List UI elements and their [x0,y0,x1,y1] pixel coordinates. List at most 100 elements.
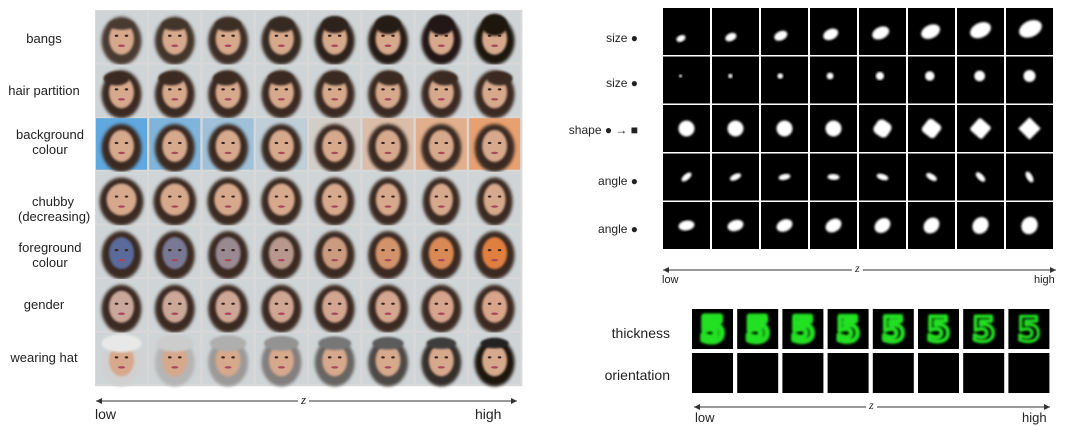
shape-tile-shape-5 [859,105,906,152]
shape-tile-angle-1-6 [908,153,955,201]
face-tile-bangs-7 [415,11,467,65]
shape-tile-angle-2-8 [1006,202,1053,249]
shape-tile-angle-1-2 [712,153,759,201]
face-tile-chubby-4 [255,171,307,226]
digit-tile-orientation-4 [827,353,869,393]
face-tile-bangs-6 [362,11,414,65]
faces-row-label-background-colour: background colour [16,127,84,157]
shape-tile-size-1-7 [957,8,1004,55]
shape-tile-size-1-8 [1006,8,1053,55]
face-tile-foreground-colour-6 [362,225,414,280]
svg-text:5: 5 [1017,310,1041,350]
face-tile-wearing-hat-3 [202,332,254,387]
face-tile-background-colour-2 [149,118,201,172]
face-tile-chubby-6 [362,171,414,226]
face-tile-hair-partition-7 [415,64,467,119]
shape-tile-shape-7 [957,105,1004,152]
face-tile-hair-partition-3 [202,64,254,119]
face-tile-hair-partition-2 [149,64,201,119]
shape-tile-shape-2 [712,105,759,152]
shapes-row-label-size-1: size ● [606,31,638,45]
digits-row-label-orientation: orientation [604,367,670,383]
face-tile-foreground-colour-7 [415,225,467,280]
svg-text:5: 5 [791,310,815,350]
face-tile-foreground-colour-4 [255,225,307,280]
face-tile-foreground-colour-3 [202,225,254,280]
digit-tile-orientation-5 [872,353,914,393]
shape-tile-size-1-1 [663,8,710,55]
shape-tile-size-2-4 [810,56,857,104]
face-tile-foreground-colour-2 [149,225,201,280]
shapes-axis-high: high [1034,274,1055,286]
shape-tile-size-1-3 [761,8,808,55]
svg-text:5: 5 [746,310,770,350]
face-tile-chubby-3 [202,171,254,226]
faces-axis-low: low [95,406,117,422]
shape-tile-size-2-6 [908,56,955,104]
face-tile-hair-partition-1 [96,64,147,119]
shapes-grid [662,7,1055,251]
svg-text:5: 5 [881,310,905,350]
shape-tile-angle-2-4 [810,202,857,249]
digit-tile-thickness-4: 5 [827,308,869,352]
digit-tile-thickness-8: 5 [1008,308,1050,352]
digit-tile-thickness-5: 5 [872,308,914,352]
faces-row-label-chubby: chubby (decreasing) [18,194,91,224]
face-tile-background-colour-3 [202,118,254,172]
shape-tile-angle-1-5 [859,153,906,201]
shape-tile-size-1-6 [908,8,955,55]
face-tile-chubby-5 [309,171,361,226]
digit-tile-orientation-6 [918,353,959,393]
face-tile-wearing-hat-2 [149,332,201,387]
shape-tile-size-2-7 [957,56,1004,104]
face-tile-background-colour-4 [255,118,307,172]
face-tile-gender-1 [96,279,147,333]
face-tile-wearing-hat-7 [415,332,467,387]
shape-tile-size-1-4 [810,8,857,55]
svg-text:5: 5 [927,310,951,350]
face-tile-bangs-3 [202,11,254,65]
shapes-axis-var: z [852,261,863,276]
face-tile-background-colour-1 [96,118,147,172]
face-tile-wearing-hat-5 [309,332,361,387]
face-tile-background-colour-8 [469,118,521,172]
digits-axis-high: high [1022,410,1047,425]
shape-tile-angle-2-3 [761,202,808,249]
faces-row-label-wearing-hat: wearing hat [10,350,78,365]
shape-tile-angle-2-7 [957,202,1004,249]
face-tile-gender-2 [149,279,201,333]
shape-tile-shape-8 [1006,105,1053,152]
svg-text:5: 5 [972,310,996,350]
digit-tile-orientation-3 [782,353,824,393]
shapes-row-label-size-2: size ● [606,76,638,90]
shapes-axis-low: low [662,274,679,286]
shape-tile-angle-2-6 [908,202,955,249]
digit-tile-thickness-3: 5 [782,307,824,353]
face-tile-wearing-hat-4 [255,332,307,387]
digits-row-label-thickness: thickness [611,325,670,341]
shape-tile-size-1-5 [859,8,906,55]
shape-tile-size-2-5 [859,56,906,104]
face-tile-wearing-hat-8 [469,332,521,387]
shape-tile-size-2-8 [1006,56,1053,104]
digit-tile-thickness-1: 5 [692,307,733,353]
shape-tile-angle-1-8 [1006,153,1053,201]
digit-tile-thickness-7: 5 [963,308,1005,352]
face-tile-bangs-8 [469,11,521,65]
face-tile-wearing-hat-1 [96,332,147,387]
digits-axis-var: z [866,398,877,413]
face-tile-wearing-hat-6 [362,332,414,387]
face-tile-hair-partition-4 [255,64,307,119]
shapes-row-label-angle-2: angle ● [598,222,638,236]
faces-row-label-foreground-colour: foreground colour [18,240,82,270]
face-tile-chubby-2 [149,171,201,226]
shape-tile-angle-2-2 [712,202,759,249]
face-tile-bangs-5 [309,11,361,65]
face-tile-hair-partition-6 [362,64,414,119]
face-tile-background-colour-6 [362,118,414,172]
faces-axis-high: high [475,406,502,422]
face-tile-chubby-1 [96,171,147,226]
